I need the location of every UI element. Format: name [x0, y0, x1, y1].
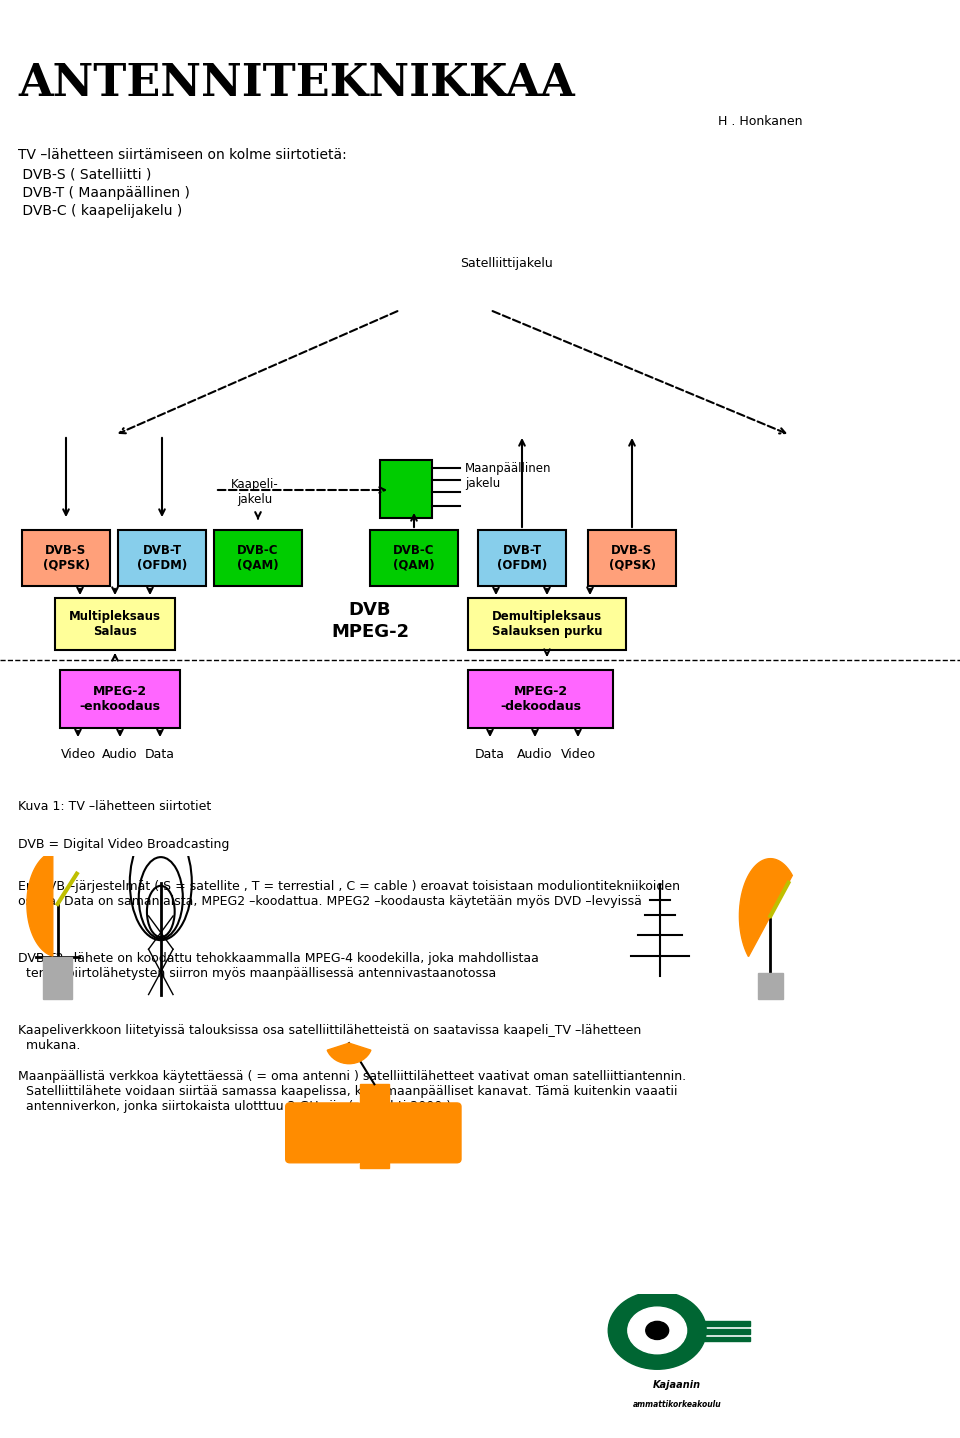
Bar — [693, 1322, 751, 1326]
Bar — [693, 1336, 751, 1342]
Text: Video: Video — [561, 748, 595, 761]
FancyBboxPatch shape — [370, 531, 458, 587]
Text: H . Honkanen: H . Honkanen — [718, 115, 803, 128]
Text: Eri DVB –järjestelmät ( S = satellite , T = terrestial , C = cable ) eroavat toi: Eri DVB –järjestelmät ( S = satellite , … — [18, 880, 680, 907]
Text: TV –lähetteen siirtämiseen on kolme siirtotietä:: TV –lähetteen siirtämiseen on kolme siir… — [18, 148, 347, 162]
FancyBboxPatch shape — [468, 598, 626, 650]
FancyBboxPatch shape — [55, 598, 175, 650]
Text: DVB-S
(QPSK): DVB-S (QPSK) — [609, 544, 656, 572]
Text: DVB-T2 –lähete on koodattu tehokkaammalla MPEG-4 koodekilla, joka mahdollistaa
 : DVB-T2 –lähete on koodattu tehokkaammall… — [18, 952, 539, 981]
Text: DVB-S ( Satelliitti ): DVB-S ( Satelliitti ) — [18, 168, 152, 183]
Text: Demultipleksaus
Salauksen purku: Demultipleksaus Salauksen purku — [492, 610, 602, 638]
Text: Maanpäällinen
jakelu: Maanpäällinen jakelu — [465, 462, 551, 490]
FancyBboxPatch shape — [385, 1103, 461, 1163]
Text: Video: Video — [60, 748, 96, 761]
Bar — [43, 956, 72, 999]
FancyBboxPatch shape — [588, 531, 676, 587]
Circle shape — [628, 1307, 686, 1353]
FancyBboxPatch shape — [22, 531, 110, 587]
FancyBboxPatch shape — [468, 670, 613, 728]
Text: Audio: Audio — [517, 748, 553, 761]
FancyBboxPatch shape — [118, 531, 206, 587]
Text: DVB: DVB — [348, 601, 392, 618]
Text: DVB-C ( kaapelijakelu ): DVB-C ( kaapelijakelu ) — [18, 204, 182, 219]
Text: Maanpäällistä verkkoa käytettäessä ( = oma antenni ) satelliittilähetteet vaativ: Maanpäällistä verkkoa käytettäessä ( = o… — [18, 1070, 686, 1113]
Text: Multipleksaus
Salaus: Multipleksaus Salaus — [69, 610, 161, 638]
Text: MPEG-2
-enkoodaus: MPEG-2 -enkoodaus — [80, 684, 160, 713]
Text: Kaapeli-
jakelu: Kaapeli- jakelu — [231, 477, 278, 506]
FancyBboxPatch shape — [478, 531, 566, 587]
Text: Satelliittijakelu: Satelliittijakelu — [460, 256, 553, 269]
Polygon shape — [27, 851, 53, 956]
Text: Kajaanin: Kajaanin — [653, 1379, 701, 1389]
Bar — [758, 974, 782, 999]
Polygon shape — [739, 858, 792, 956]
Text: Data: Data — [475, 748, 505, 761]
Wedge shape — [327, 1043, 371, 1064]
FancyBboxPatch shape — [214, 531, 302, 587]
Text: DVB-T
(OFDM): DVB-T (OFDM) — [137, 544, 187, 572]
Text: Audio: Audio — [103, 748, 137, 761]
Text: MPEG-2
-dekoodaus: MPEG-2 -dekoodaus — [500, 684, 581, 713]
Text: ammattikorkeakoulu: ammattikorkeakoulu — [633, 1401, 721, 1409]
Text: Kaapeliverkkoon liitetyissä talouksissa osa satelliittilähetteistä on saatavissa: Kaapeliverkkoon liitetyissä talouksissa … — [18, 1024, 641, 1053]
Circle shape — [609, 1291, 707, 1369]
FancyBboxPatch shape — [286, 1103, 362, 1163]
Bar — [693, 1329, 751, 1333]
Text: DVB-C
(QAM): DVB-C (QAM) — [394, 544, 435, 572]
Circle shape — [646, 1322, 669, 1340]
FancyBboxPatch shape — [380, 460, 432, 518]
Text: DVB-T ( Maanpäällinen ): DVB-T ( Maanpäällinen ) — [18, 186, 190, 200]
Text: Data: Data — [145, 748, 175, 761]
Text: ANTENNITEKNIKKAA: ANTENNITEKNIKKAA — [18, 62, 575, 105]
Text: MPEG-2: MPEG-2 — [331, 623, 409, 641]
Text: DVB-C
(QAM): DVB-C (QAM) — [237, 544, 278, 572]
Text: DVB-S
(QPSK): DVB-S (QPSK) — [42, 544, 89, 572]
Text: Kuva 1: TV –lähetteen siirtotiet: Kuva 1: TV –lähetteen siirtotiet — [18, 800, 211, 812]
FancyBboxPatch shape — [60, 670, 180, 728]
Text: DVB-T
(OFDM): DVB-T (OFDM) — [497, 544, 547, 572]
Text: DVB = Digital Video Broadcasting: DVB = Digital Video Broadcasting — [18, 838, 229, 851]
Bar — [360, 1084, 389, 1168]
